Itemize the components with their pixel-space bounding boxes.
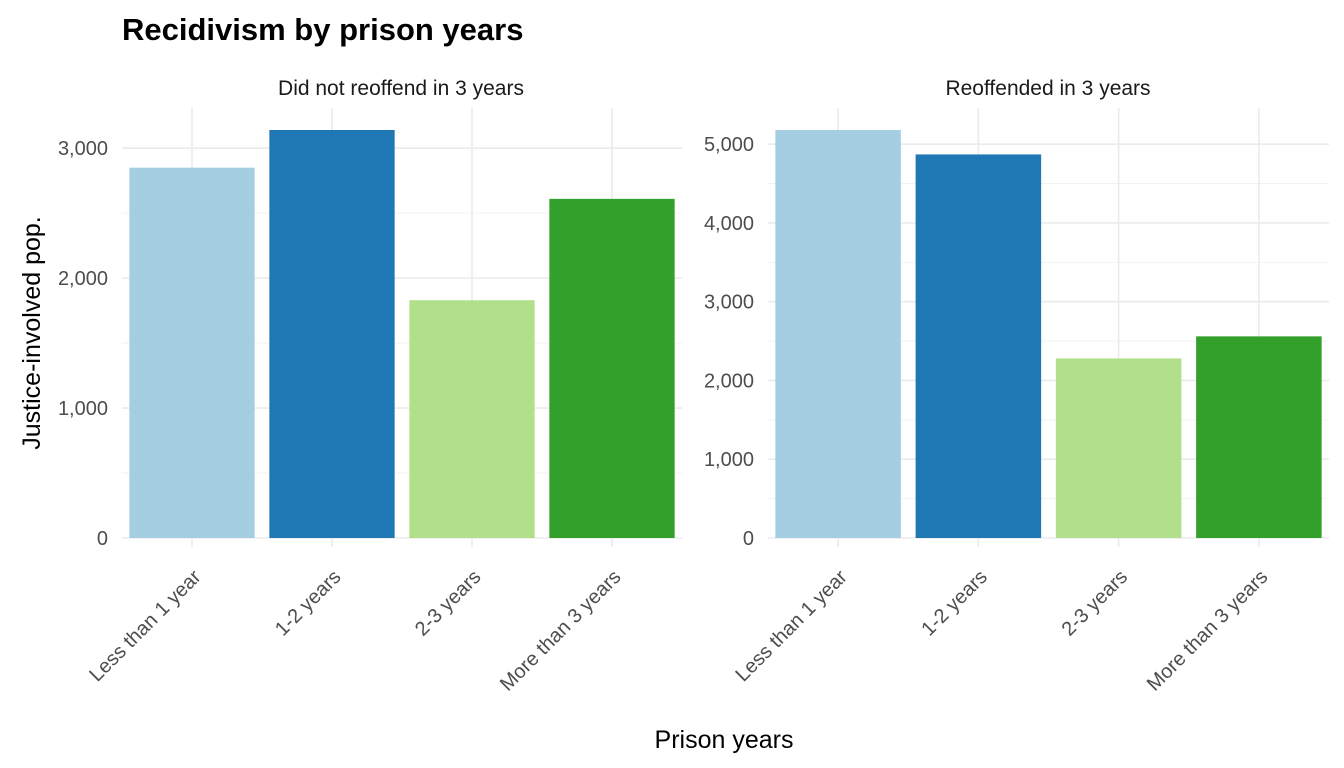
x-tick-label: More than 3 years — [1143, 566, 1273, 696]
x-tick-label: 2-3 years — [411, 566, 486, 641]
y-tick-label: 0 — [97, 528, 108, 550]
chart-title: Recidivism by prison years — [122, 12, 523, 47]
y-tick-label: 2,000 — [704, 370, 754, 392]
y-tick-label: 1,000 — [704, 449, 754, 471]
bar-more-than-3-years — [549, 198, 675, 538]
x-tick-label: 2-3 years — [1058, 566, 1133, 641]
x-tick-label: Less than 1 year — [85, 566, 205, 686]
x-tick-label: More than 3 years — [496, 566, 626, 696]
facet-strip-label: Reoffended in 3 years — [945, 77, 1150, 100]
x-axis-title: Prison years — [655, 726, 794, 754]
y-tick-label: 2,000 — [58, 268, 108, 290]
y-tick-label: 5,000 — [704, 134, 754, 156]
x-tick-label: 1-2 years — [917, 566, 992, 641]
y-tick-label: 3,000 — [58, 138, 108, 160]
bar-2-3-years — [409, 300, 535, 538]
x-tick-label: Less than 1 year — [732, 566, 852, 686]
x-tick-label: 1-2 years — [271, 566, 346, 641]
y-axis-title: Justice-involved pop. — [18, 216, 46, 449]
bar-1-2-years — [269, 130, 395, 538]
y-tick-label: 0 — [743, 528, 754, 550]
bar-more-than-3-years — [1196, 336, 1322, 538]
bar-1-2-years — [915, 154, 1042, 538]
y-tick-label: 1,000 — [58, 398, 108, 420]
y-tick-label: 3,000 — [704, 292, 754, 314]
y-tick-label: 4,000 — [704, 213, 754, 235]
facet-panel-did-not-reoffend: Did not reoffend in 3 years 0 1,000 2,000 3,… — [58, 77, 682, 696]
facet-strip-label: Did not reoffend in 3 years — [278, 77, 524, 100]
facet-panel-reoffended: Reoffended in 3 years 0 1,000 2,000 3,000 4,0… — [704, 77, 1329, 696]
bar-less-than-1-year — [775, 130, 901, 538]
bar-2-3-years — [1055, 358, 1182, 538]
bar-less-than-1-year — [129, 167, 255, 539]
